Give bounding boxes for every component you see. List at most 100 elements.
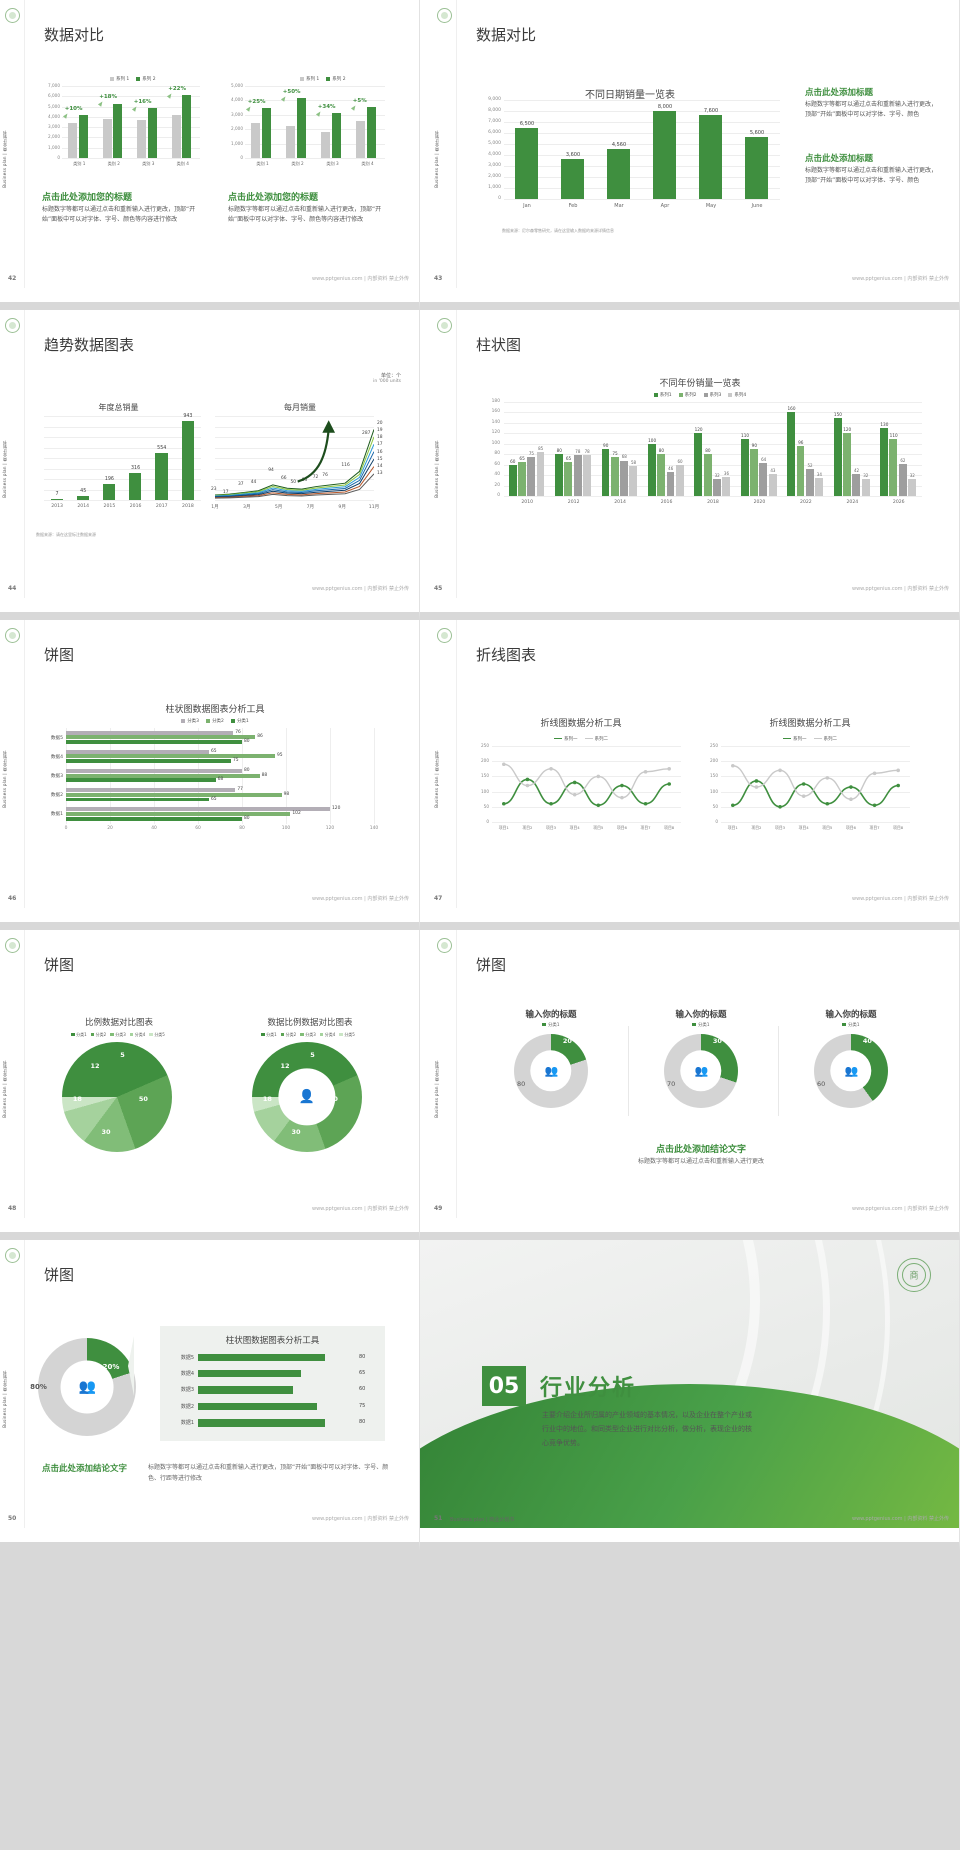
rail-label: Business plan | 商业计划书 bbox=[434, 1059, 439, 1118]
bar bbox=[745, 137, 769, 199]
slide-43[interactable]: Business plan | 商业计划书 数据对比 不同日期销量一览表 9,0… bbox=[420, 0, 960, 310]
legend-swatch bbox=[339, 1032, 343, 1037]
bar-chart-right: 5,000 4,000 3,000 2,000 1,000 0 类别 1 +25% 类别 2 +5… bbox=[225, 83, 385, 172]
slide-45[interactable]: Business plan | 商业计划书 柱状图 不同年份销量一览表 系列1 系… bbox=[420, 310, 960, 620]
bar-value-label: 554 bbox=[157, 446, 167, 452]
donut-chart: 👥 30 70 bbox=[664, 1034, 738, 1108]
page-title: 折线图表 bbox=[476, 646, 537, 664]
bar bbox=[694, 433, 703, 496]
slide-48[interactable]: Business plan | 商业计划书 饼图 比例数据对比图表 分类1 分类2… bbox=[0, 930, 420, 1240]
bar bbox=[527, 456, 536, 496]
x-tick: 40 bbox=[151, 826, 157, 831]
bar-value-label: 3,600 bbox=[565, 152, 581, 159]
slide-51[interactable]: 商 05 行业分析 主要介绍企业所归属的产业领域的基本情况，以及企业在整个产业或… bbox=[420, 1240, 960, 1550]
gridline bbox=[492, 822, 681, 823]
gridline bbox=[62, 127, 200, 129]
seal-logo-icon bbox=[437, 628, 452, 643]
bar bbox=[573, 455, 582, 496]
bar bbox=[703, 454, 712, 496]
arrow-up-icon bbox=[166, 92, 173, 99]
x-tick: 项目2 bbox=[522, 825, 533, 830]
bar-value-label: 80 bbox=[359, 1353, 366, 1360]
block-heading-1: 点击此处添加您的标题 bbox=[42, 193, 133, 203]
slide-46[interactable]: Business plan | 商业计划书 饼图 柱状图数据图表分析工具 分类3… bbox=[0, 620, 420, 930]
chart-legend: 系列 1 系列 2 bbox=[110, 76, 156, 82]
x-tick: 2013 bbox=[51, 504, 63, 509]
x-tick: 项目6 bbox=[845, 825, 856, 830]
y-tick: 9,000 bbox=[488, 97, 501, 102]
bar bbox=[889, 438, 898, 496]
bar-chart: 9,000 8,000 7,000 6,000 5,000 4,000 3,000 2,000… bbox=[480, 97, 780, 215]
donut-legend: 分类1 bbox=[794, 1022, 908, 1028]
legend-swatch bbox=[584, 737, 593, 740]
rail-divider bbox=[456, 930, 457, 1218]
series-end-label: 18 bbox=[377, 435, 383, 441]
bar-value-label: 102 bbox=[292, 811, 301, 817]
legend-item: 系列2 bbox=[678, 392, 697, 398]
series-end-label: 13 bbox=[377, 471, 383, 477]
chart-title-right: 数据比例数据对比图表 bbox=[267, 1018, 353, 1028]
y-tick: 数据1 bbox=[50, 812, 63, 818]
x-tick: 项目5 bbox=[822, 825, 833, 830]
y-tick: 250 bbox=[710, 743, 718, 748]
bar-value-label: 60 bbox=[677, 458, 683, 464]
slide-49[interactable]: Business plan | 商业计划书 饼图 输入你的标题 分类1 👥 20 80 输… bbox=[420, 930, 960, 1240]
arrow-up-icon bbox=[62, 112, 70, 120]
x-tick: 类别 1 bbox=[256, 161, 269, 166]
bar bbox=[833, 417, 842, 496]
gridline bbox=[44, 500, 201, 501]
slide-47[interactable]: Business plan | 商业计划书 折线图表 折线图数据分析工具 系列一… bbox=[420, 620, 960, 930]
conclusion-heading: 点击此处添加结论文字 bbox=[655, 1145, 746, 1155]
conclusion-body: 标题数字等都可以通过点击和重新输入进行更改，顶部“开始”面板中可以对字体、字号、… bbox=[148, 1464, 389, 1483]
block-body-2: 标题数字等都可以通过点击和重新输入进行更改，顶部“开始”面板中可以对字体、字号、… bbox=[228, 206, 382, 224]
donut-rest-label: 80 bbox=[516, 1079, 526, 1088]
y-tick: 数据1 bbox=[180, 1420, 194, 1427]
rail-divider bbox=[456, 0, 457, 288]
series-end-label: 19 bbox=[377, 428, 383, 434]
bar-chart-annual: 7 2013 45 2014 196 2015 316 2016 554 2017 943 2018 bbox=[36, 414, 201, 516]
slide-44[interactable]: Business plan | 商业计划书 趋势数据图表 单位：个 in '00… bbox=[0, 310, 420, 620]
bar-value-label: 75 bbox=[359, 1402, 366, 1409]
x-tick: 2018 bbox=[707, 500, 719, 505]
chart-title-right: 折线图数据分析工具 bbox=[769, 719, 851, 729]
source-note: 数据来源：请在这里标注数据来源 bbox=[36, 532, 96, 537]
arrow-up-icon bbox=[246, 105, 253, 113]
conclusion-body: 标题数字等都可以通过点击和重新输入进行更改 bbox=[637, 1158, 764, 1165]
x-tick: 项目7 bbox=[869, 825, 880, 830]
gridline bbox=[245, 86, 385, 87]
gridline bbox=[721, 791, 910, 793]
x-tick: 140 bbox=[369, 826, 379, 831]
bar-value-label: 110 bbox=[889, 432, 898, 438]
legend-item: 系列二 bbox=[813, 736, 837, 742]
bar-value-label: 62 bbox=[900, 457, 906, 463]
x-tick: 2018 bbox=[182, 504, 194, 509]
bar-value-label: 68 bbox=[217, 777, 224, 783]
bar bbox=[607, 148, 631, 199]
rail-label: Business plan | 商业计划书 bbox=[2, 749, 7, 808]
footer-url: www.pptgenius.com | 内部资料 禁止外传 bbox=[851, 1516, 949, 1522]
bar bbox=[787, 412, 796, 496]
wave-green bbox=[420, 1384, 959, 1528]
rail-divider bbox=[24, 310, 25, 598]
slide-rail: Business plan | 商业计划书 bbox=[0, 930, 24, 1218]
line-value-label: 44 bbox=[250, 479, 257, 485]
donut-heading: 输入你的标题 bbox=[675, 1010, 727, 1020]
section-title: 行业分析 bbox=[540, 1376, 637, 1401]
series-end-label: 16 bbox=[377, 449, 383, 455]
legend-item: 分类4 bbox=[319, 1032, 335, 1038]
slide-number: 50 bbox=[8, 1515, 17, 1522]
legend-item: 分类5 bbox=[339, 1032, 355, 1038]
footer-url: www.pptgenius.com | 内部资料 禁止外传 bbox=[851, 896, 949, 902]
seal-logo-icon bbox=[5, 628, 20, 643]
donut-heading: 输入你的标题 bbox=[825, 1010, 877, 1020]
slide-42[interactable]: Business plan | 商业计划书 数据对比 系列 1 系列 2 7,0… bbox=[0, 0, 420, 310]
gridline bbox=[504, 155, 780, 156]
slide-50[interactable]: Business plan | 商业计划书 饼图 👥 20% 80% 柱状图数据图表… bbox=[0, 1240, 420, 1550]
x-tick: 9月 bbox=[338, 505, 346, 510]
x-tick: 类别 2 bbox=[291, 161, 304, 166]
line-value-label: 287 bbox=[362, 431, 371, 437]
gridline bbox=[245, 158, 385, 159]
series-end-label: 20 bbox=[377, 421, 383, 427]
donut-value-label: 30 bbox=[712, 1036, 722, 1045]
seal-logo-icon bbox=[437, 318, 452, 333]
